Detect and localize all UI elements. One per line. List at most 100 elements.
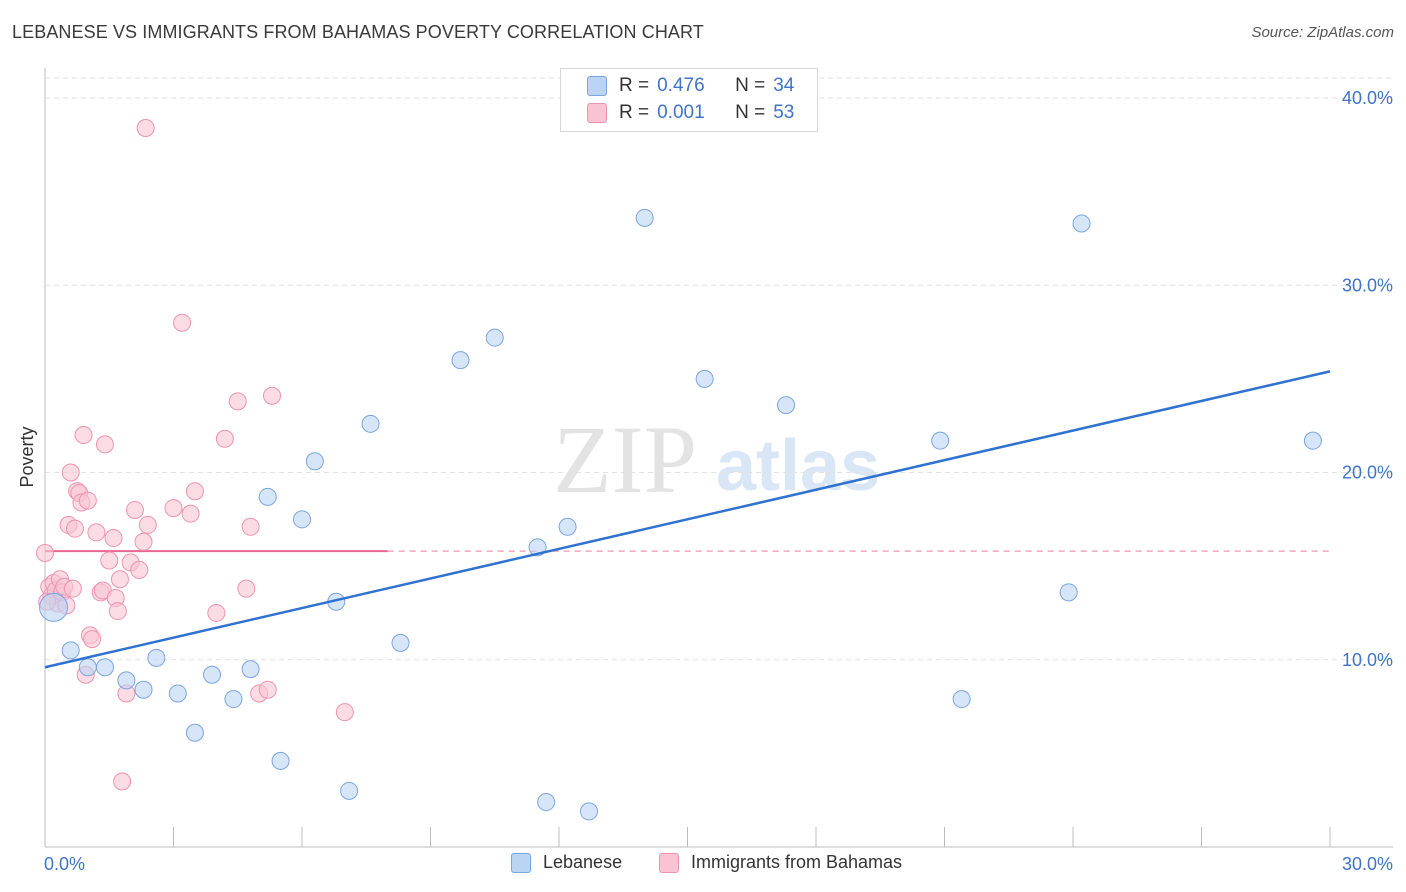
legend-n-value: 53	[773, 102, 795, 123]
data-point-lebanese	[1303, 431, 1322, 450]
data-point-lebanese	[185, 723, 204, 742]
data-point-bahamas	[83, 630, 102, 649]
data-point-bahamas	[63, 579, 82, 598]
source-label: Source: ZipAtlas.com	[1251, 24, 1394, 41]
legend-r-value: 0.001	[657, 102, 705, 123]
data-point-bahamas	[185, 482, 204, 501]
data-point-bahamas	[113, 772, 132, 791]
data-point-lebanese	[1059, 583, 1078, 602]
data-point-bahamas	[164, 499, 183, 518]
data-point-lebanese	[537, 793, 556, 812]
legend-swatch-bahamas	[587, 103, 607, 123]
series-lebanese-points	[39, 208, 1322, 821]
watermark-zip: ZIP	[553, 406, 697, 513]
data-point-lebanese	[579, 802, 598, 821]
gridlines	[45, 77, 1393, 661]
data-point-bahamas	[110, 570, 129, 589]
axes	[44, 68, 1393, 848]
data-point-bahamas	[207, 603, 226, 622]
data-point-lebanese	[558, 517, 577, 536]
x-tick-label: 0.0%	[44, 854, 85, 874]
data-point-bahamas	[263, 386, 282, 405]
legend-r-label: R =	[619, 102, 650, 123]
legend-n-label: N =	[735, 102, 766, 123]
data-point-bahamas	[136, 118, 155, 137]
data-point-lebanese	[361, 414, 380, 433]
data-point-lebanese	[635, 208, 654, 227]
data-point-lebanese	[258, 487, 277, 506]
data-point-lebanese	[305, 452, 324, 471]
legend-label-lebanese: Lebanese	[543, 852, 623, 872]
data-point-bahamas	[335, 703, 354, 722]
data-point-bahamas	[134, 532, 153, 551]
legend-n-label: N =	[735, 75, 766, 96]
trend-line-lebanese-segment	[44, 370, 1331, 669]
data-point-lebanese	[952, 690, 971, 709]
y-tick-label: 10.0%	[1342, 650, 1393, 670]
legend-r-label: R =	[619, 75, 650, 96]
y-tick-label: 40.0%	[1342, 88, 1393, 108]
data-point-lebanese	[777, 396, 796, 415]
data-point-bahamas	[61, 463, 80, 482]
series-bahamas-points	[36, 118, 354, 791]
data-point-bahamas	[87, 523, 106, 542]
data-point-lebanese	[95, 658, 114, 677]
data-point-lebanese	[931, 431, 950, 450]
data-point-bahamas	[258, 680, 277, 699]
legend-item-bahamas[interactable]: Immigrants from Bahamas	[659, 852, 902, 873]
legend-swatch-lebanese	[511, 852, 531, 873]
legend-label-bahamas: Immigrants from Bahamas	[691, 852, 903, 872]
data-point-bahamas	[78, 491, 97, 510]
data-point-bahamas	[138, 515, 157, 534]
y-tick-label: 20.0%	[1342, 463, 1393, 483]
data-point-bahamas	[108, 602, 127, 621]
data-point-lebanese	[203, 665, 222, 684]
y-axis-label: Poverty	[17, 426, 37, 487]
data-point-lebanese	[293, 510, 311, 529]
x-tick-labels: 0.0% 30.0%	[44, 854, 1393, 874]
data-point-lebanese	[340, 781, 359, 800]
data-point-bahamas	[241, 517, 260, 536]
data-point-bahamas	[130, 560, 149, 579]
data-point-lebanese	[168, 684, 187, 703]
data-point-lebanese	[241, 660, 260, 679]
data-point-lebanese	[61, 641, 80, 660]
data-point-bahamas	[237, 579, 256, 598]
data-point-bahamas	[125, 500, 144, 519]
chart-title: LEBANESE VS IMMIGRANTS FROM BAHAMAS POVE…	[12, 22, 704, 42]
data-point-lebanese	[451, 351, 470, 370]
watermark: ZIP atlas	[553, 406, 880, 513]
data-point-lebanese	[485, 328, 504, 347]
data-point-lebanese	[391, 633, 410, 652]
correlation-legend: R = 0.476 N = 34 R = 0.001 N = 53	[560, 68, 818, 132]
legend-swatch-lebanese	[587, 76, 607, 96]
data-point-lebanese	[147, 648, 166, 667]
data-point-bahamas	[100, 551, 119, 570]
data-point-bahamas	[181, 504, 200, 523]
legend-n-value: 34	[773, 75, 795, 96]
legend-row-lebanese: R = 0.476 N = 34	[587, 75, 794, 97]
legend-item-lebanese[interactable]: Lebanese	[511, 852, 622, 873]
legend-swatch-bahamas	[659, 852, 679, 873]
x-tick-label: 30.0%	[1342, 854, 1393, 874]
data-point-bahamas	[228, 392, 247, 411]
data-point-lebanese	[134, 680, 153, 699]
data-point-lebanese	[1072, 214, 1091, 233]
legend-row-bahamas: R = 0.001 N = 53	[587, 102, 794, 124]
data-point-bahamas	[65, 519, 84, 538]
data-point-bahamas	[36, 544, 54, 563]
data-point-lebanese	[117, 671, 136, 690]
data-point-lebanese	[224, 690, 243, 709]
trend-line-lebanese	[44, 370, 1331, 669]
data-point-bahamas	[173, 313, 192, 332]
data-point-bahamas	[95, 435, 114, 454]
data-point-bahamas	[104, 529, 123, 548]
data-point-lebanese	[39, 592, 69, 622]
data-point-bahamas	[74, 426, 93, 445]
data-point-lebanese	[78, 658, 97, 677]
data-point-lebanese	[271, 751, 290, 770]
data-point-lebanese	[695, 369, 714, 388]
y-tick-label: 30.0%	[1342, 275, 1393, 295]
data-point-bahamas	[215, 429, 234, 448]
